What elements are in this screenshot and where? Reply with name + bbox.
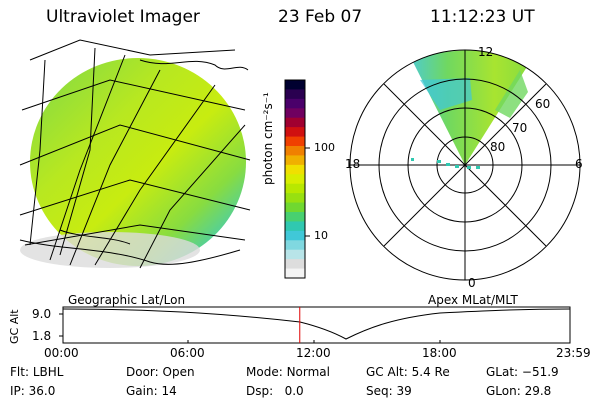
colorbar-segment — [285, 212, 305, 223]
colorbar-segment — [285, 268, 305, 279]
door-info: Door: Open — [126, 365, 195, 379]
mlt-label-0: 0 — [468, 276, 476, 290]
timeline-xtick-0600: 06:00 — [170, 346, 205, 360]
timeline-xtick-0000: 00:00 — [44, 346, 79, 360]
mode-info: Mode: Normal — [246, 365, 330, 379]
seq-info: Seq: 39 — [366, 384, 412, 398]
colorbar-segment — [285, 202, 305, 213]
glon-info: GLon: 29.8 — [486, 384, 552, 398]
mlt-label-12: 12 — [478, 45, 494, 59]
colorbar-label: photon cm⁻²s⁻¹ — [261, 92, 275, 185]
colorbar-segment — [285, 240, 305, 251]
colorbar-segment — [285, 164, 305, 175]
apex-caption: Apex MLat/MLT — [428, 293, 518, 307]
mlt-label-6: 6 — [575, 157, 583, 171]
colorbar-segment — [285, 221, 305, 232]
lat-label-60: 60 — [535, 97, 551, 111]
colorbar-segment — [285, 127, 305, 138]
colorbar — [285, 80, 305, 279]
colorbar-segment — [285, 117, 305, 128]
timeline-plot — [59, 306, 571, 344]
filter-info: Flt: LBHL — [10, 365, 64, 379]
colorbar-segment — [285, 259, 305, 270]
geographic-caption: Geographic Lat/Lon — [68, 293, 186, 307]
dsp-info: Dsp: 0.0 — [246, 384, 304, 398]
timeline-xtick-1800: 18:00 — [422, 346, 457, 360]
timeline-xtick-1200: 12:00 — [296, 346, 331, 360]
colorbar-tick-100: 100 — [314, 141, 335, 154]
instrument-title: Ultraviolet Imager — [46, 7, 200, 27]
mlt-label-18: 18 — [345, 157, 361, 171]
colorbar-segment — [285, 108, 305, 119]
colorbar-segment — [285, 98, 305, 109]
geographic-image — [19, 39, 251, 269]
colorbar-segment — [285, 155, 305, 166]
gain-info: Gain: 14 — [126, 384, 177, 398]
glat-info: GLat: −51.9 — [486, 365, 559, 379]
colorbar-tick-10: 10 — [314, 229, 328, 242]
colorbar-segment — [285, 193, 305, 204]
colorbar-segment — [285, 136, 305, 147]
colorbar-segment — [285, 89, 305, 100]
lat-label-80: 80 — [490, 140, 506, 154]
timeline-ytick-9: 9.0 — [32, 307, 52, 321]
lat-label-70: 70 — [512, 121, 528, 135]
gcalt-info: GC Alt: 5.4 Re — [366, 365, 450, 379]
colorbar-segment — [285, 80, 305, 91]
date-label: 23 Feb 07 — [278, 7, 363, 27]
polar-plot — [349, 49, 581, 281]
colorbar-segment — [285, 174, 305, 185]
colorbar-segment — [285, 230, 305, 241]
colorbar-segment — [285, 146, 305, 157]
timeline-ytick-1_8: 1.8 — [32, 329, 52, 343]
timeline-xtick-2359: 23:59 — [556, 346, 591, 360]
ip-info: IP: 36.0 — [10, 384, 56, 398]
colorbar-segment — [285, 183, 305, 194]
timeline-y-label: GC Alt — [8, 309, 21, 344]
time-label: 11:12:23 UT — [430, 7, 535, 27]
colorbar-segment — [285, 249, 305, 260]
